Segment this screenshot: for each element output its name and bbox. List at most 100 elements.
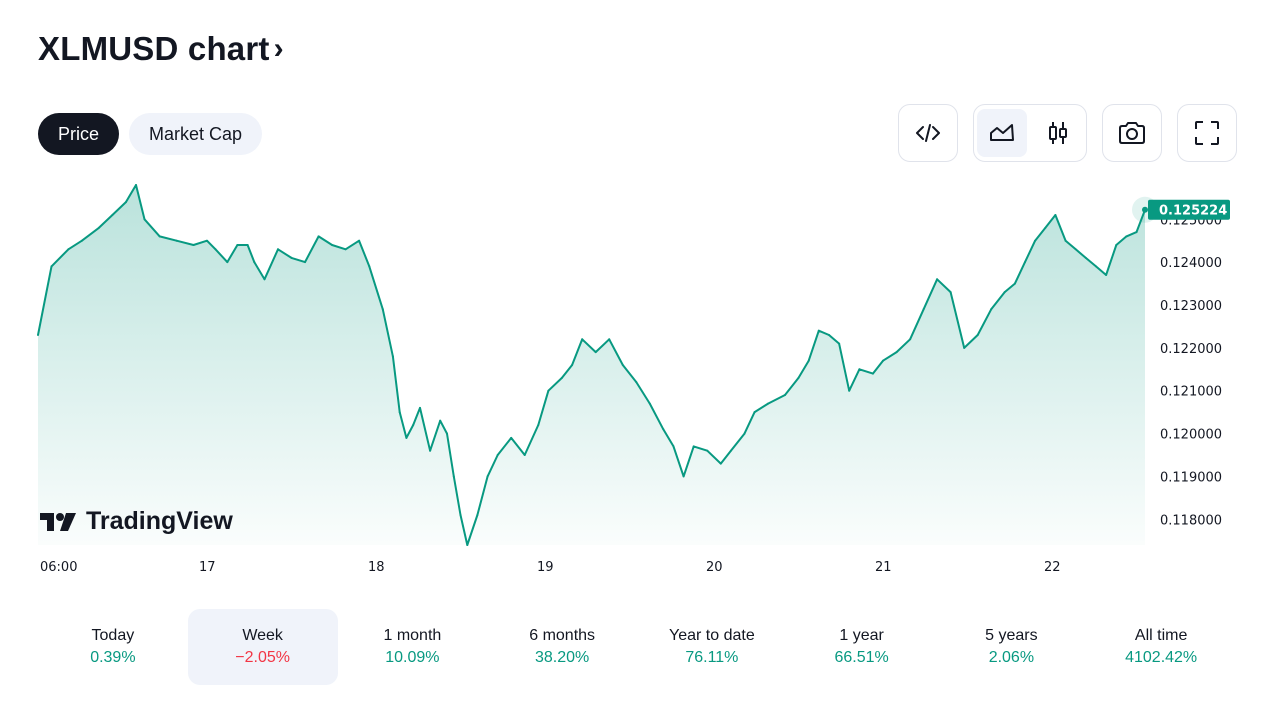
page-title[interactable]: XLMUSD chart › (38, 30, 284, 68)
period-change-value: 2.06% (988, 649, 1035, 666)
code-icon (916, 124, 940, 142)
period-label: 1 year (839, 627, 884, 644)
price-point (135, 184, 137, 186)
fullscreen-button[interactable] (1177, 104, 1237, 162)
price-point (581, 338, 584, 341)
price-point (405, 436, 408, 439)
y-tick-label: 0.118000 (1160, 513, 1222, 528)
tab-price[interactable]: Price (38, 113, 120, 155)
period-5-years[interactable]: 5 years 2.06% (937, 609, 1087, 685)
price-point (1115, 244, 1118, 246)
price-point (848, 389, 851, 392)
price-point (246, 244, 249, 246)
price-point (1054, 214, 1057, 216)
price-point (446, 432, 448, 435)
camera-icon (1119, 122, 1145, 144)
period-year-to-date[interactable]: Year to date 76.11% (637, 609, 787, 685)
price-point (476, 514, 479, 516)
price-point (547, 389, 550, 392)
price-point (719, 462, 722, 465)
price-point (560, 376, 563, 379)
price-point (1125, 235, 1128, 238)
performance-periods: Today 0.39% Week −2.05% 1 month 10.09% 6 month… (38, 609, 1236, 685)
price-point (1095, 265, 1097, 268)
y-tick-label: 0.120000 (1160, 428, 1222, 443)
period-6-months[interactable]: 6 months 38.20% (487, 609, 637, 685)
last-price-label: 0.125224 (1159, 204, 1227, 219)
price-point (594, 351, 597, 354)
price-point (871, 372, 874, 375)
price-point (466, 544, 469, 546)
embed-button[interactable] (898, 104, 958, 162)
price-point (922, 308, 925, 311)
price-point (1044, 226, 1047, 229)
y-tick-label: 0.122000 (1160, 342, 1222, 357)
tradingview-logo[interactable]: TradingView (40, 507, 233, 536)
candles-style-button[interactable] (1033, 109, 1083, 157)
x-tick-label: 21 (875, 560, 892, 575)
period-1-year[interactable]: 1 year 66.51% (787, 609, 937, 685)
price-point (828, 334, 830, 336)
period-today[interactable]: Today 0.39% (38, 609, 188, 685)
area-style-button[interactable] (977, 109, 1027, 157)
period-week[interactable]: Week −2.05% (187, 609, 338, 685)
price-point (192, 244, 195, 246)
period-label: Week (242, 627, 283, 644)
fullscreen-icon (1195, 121, 1219, 145)
candlestick-icon (1049, 122, 1067, 144)
price-point (290, 256, 293, 259)
period-all-time[interactable]: All time 4102.42% (1086, 609, 1236, 685)
price-point (37, 334, 39, 336)
period-change-value: 66.51% (834, 649, 889, 666)
period-label: Year to date (669, 627, 755, 644)
snapshot-button[interactable] (1102, 104, 1162, 162)
period-label: 1 month (383, 627, 442, 644)
price-point (358, 239, 361, 242)
price-point (963, 346, 966, 349)
price-point (976, 334, 979, 336)
price-point (111, 214, 114, 216)
x-tick-label: 18 (368, 560, 385, 575)
price-point (990, 308, 993, 311)
tab-market-cap[interactable]: Market Cap (129, 113, 263, 155)
period-label: Today (91, 627, 135, 644)
price-point (304, 261, 306, 264)
price-point (784, 394, 786, 396)
price-point (537, 424, 540, 426)
price-point (439, 419, 442, 422)
price-point (398, 411, 401, 414)
price-point (621, 364, 624, 366)
price-chart[interactable]: 0.1250000.1240000.1230000.1220000.121000… (0, 180, 1280, 590)
price-point (368, 265, 371, 268)
price-point (344, 248, 347, 251)
price-point (419, 406, 421, 409)
price-point (648, 402, 651, 405)
price-point (882, 359, 884, 362)
period-label: 6 months (529, 627, 596, 644)
price-point (452, 475, 455, 478)
period-change-value: 0.39% (90, 649, 136, 666)
price-point (124, 201, 127, 204)
price-point (753, 411, 756, 414)
price-point (412, 424, 415, 426)
price-point (80, 239, 83, 242)
period-change-value: −2.05% (235, 649, 290, 666)
period-change-value: 10.09% (385, 649, 440, 666)
price-point (949, 291, 952, 294)
price-point (682, 475, 685, 478)
price-point (226, 261, 229, 264)
price-point (496, 454, 499, 456)
price-point (97, 226, 100, 229)
period-1-month[interactable]: 1 month 10.09% (338, 609, 488, 685)
tradingview-logo-icon (40, 512, 76, 531)
price-point (909, 338, 912, 341)
price-point (1064, 239, 1067, 242)
price-point (158, 235, 161, 238)
price-point (67, 248, 70, 251)
area-chart-icon (990, 124, 1014, 141)
page-title-text: XLMUSD chart (38, 30, 270, 67)
price-point (767, 402, 770, 405)
price-point (50, 265, 53, 268)
period-change-value: 4102.42% (1125, 649, 1198, 666)
y-tick-label: 0.123000 (1160, 299, 1222, 314)
